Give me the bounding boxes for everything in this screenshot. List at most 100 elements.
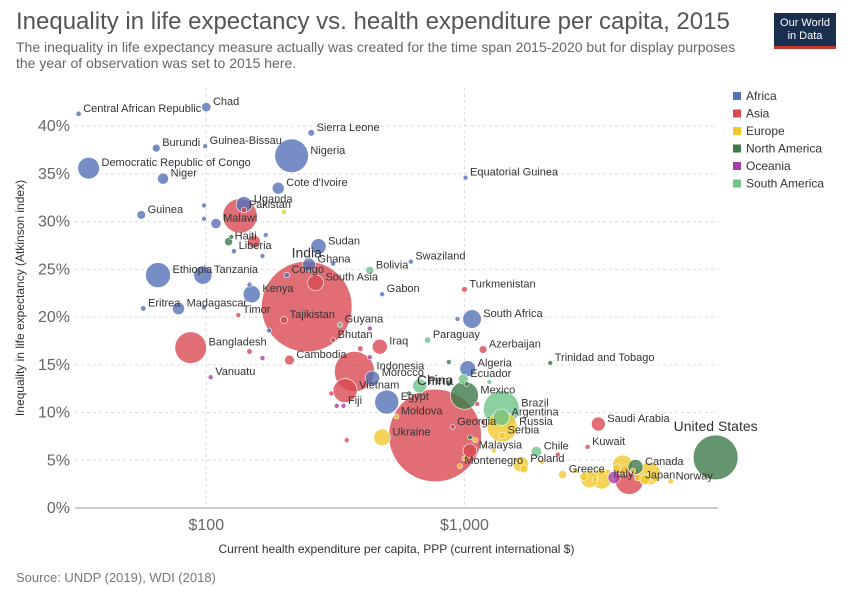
data-point[interactable] [266,327,272,334]
data-point[interactable] [480,419,486,425]
data-point[interactable] [207,374,214,381]
data-point[interactable] [379,291,385,297]
data-point[interactable] [271,181,285,195]
data-point[interactable] [77,156,100,180]
data-point[interactable] [228,234,235,240]
data-point[interactable] [367,354,373,360]
data-point[interactable] [246,348,253,355]
data-point[interactable] [555,451,561,458]
data-point[interactable] [224,237,233,247]
data-point[interactable] [152,143,161,153]
data-point[interactable] [330,337,336,343]
data-point[interactable] [201,215,207,222]
data-point[interactable] [457,463,463,469]
data-point[interactable] [486,379,493,385]
data-point[interactable] [406,390,412,397]
data-point[interactable] [461,455,468,462]
data-point[interactable] [462,443,478,458]
data-point[interactable] [231,248,237,255]
legend-item[interactable]: South America [746,177,824,191]
data-point[interactable] [584,444,591,450]
owid-logo[interactable]: Our World in Data [774,13,836,49]
data-point[interactable] [145,262,171,288]
data-point[interactable] [461,286,468,293]
data-point[interactable] [307,274,324,291]
data-point[interactable] [210,218,222,229]
data-point[interactable] [262,232,269,238]
data-point[interactable] [274,138,309,173]
data-point[interactable] [592,476,598,483]
data-point[interactable] [692,434,739,481]
data-point[interactable] [519,464,529,474]
data-point[interactable] [424,336,432,344]
data-point[interactable] [472,437,478,444]
data-point[interactable] [284,354,295,366]
data-point[interactable] [462,309,482,329]
data-point[interactable] [462,174,469,181]
data-point[interactable] [572,467,579,474]
legend-item[interactable]: North America [746,142,822,156]
data-point[interactable] [202,143,208,150]
data-point[interactable] [607,471,621,484]
data-point[interactable] [667,478,674,485]
data-point[interactable] [449,424,456,430]
data-point[interactable] [446,381,452,387]
data-point[interactable] [343,437,350,444]
data-point[interactable] [482,443,488,449]
data-point[interactable] [374,389,400,415]
data-point[interactable] [172,302,185,315]
data-point[interactable] [591,416,606,432]
data-point[interactable] [491,447,497,454]
data-point[interactable] [474,401,480,407]
data-point[interactable] [530,446,542,458]
data-point[interactable] [302,257,316,272]
data-point[interactable] [492,408,510,426]
data-point[interactable] [280,316,288,324]
legend-item[interactable]: Africa [746,89,777,103]
data-point[interactable] [193,265,213,285]
data-point[interactable] [283,272,290,279]
data-point[interactable] [364,370,380,386]
data-point[interactable] [259,355,266,361]
data-point[interactable] [467,434,473,441]
data-point[interactable] [365,265,375,275]
data-point[interactable] [558,470,567,479]
data-point[interactable] [357,345,364,352]
data-point[interactable] [446,359,452,365]
data-point[interactable] [340,403,347,409]
data-point[interactable] [240,207,248,214]
data-point[interactable] [247,235,261,249]
data-point[interactable] [605,468,611,475]
data-point[interactable] [612,463,622,473]
data-point[interactable] [367,325,373,332]
data-point[interactable] [201,202,207,209]
data-point[interactable] [75,110,82,117]
data-point[interactable] [235,312,242,318]
data-point[interactable] [651,474,660,483]
data-point[interactable] [307,129,315,137]
data-point[interactable] [310,238,327,255]
data-point[interactable] [478,345,488,354]
data-point[interactable] [412,378,427,394]
data-point[interactable] [463,381,470,387]
data-point[interactable] [332,378,358,403]
data-point[interactable] [246,281,253,288]
data-point[interactable] [393,413,400,420]
data-point[interactable] [634,473,642,482]
data-point[interactable] [259,253,266,259]
data-point[interactable] [281,209,287,215]
data-point[interactable] [408,258,414,265]
legend-item[interactable]: Europe [746,124,785,138]
legend-item[interactable]: Asia [746,107,770,121]
data-point[interactable] [547,360,554,366]
data-point[interactable] [333,403,340,409]
data-point[interactable] [373,428,391,447]
data-point[interactable] [539,459,545,465]
data-point[interactable] [371,338,388,355]
data-point[interactable] [201,102,212,113]
data-point[interactable] [157,172,169,185]
data-point[interactable] [140,305,147,312]
data-point[interactable] [330,260,336,267]
data-point[interactable] [328,390,335,397]
legend-item[interactable]: Oceania [746,159,791,173]
